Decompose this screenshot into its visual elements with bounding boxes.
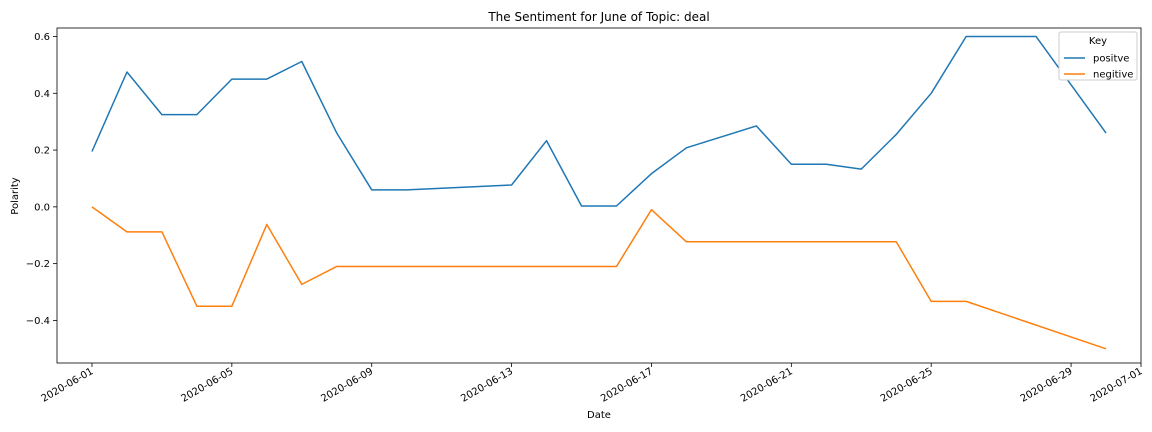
x-tick-label: 2020-06-21: [739, 366, 795, 405]
legend-title: Key: [1089, 36, 1107, 47]
x-tick-label: 2020-06-05: [180, 366, 236, 405]
x-tick-label: 2020-06-25: [879, 366, 935, 405]
x-tick-label: 2020-06-09: [319, 366, 375, 405]
y-tick-label: 0.4: [34, 89, 50, 100]
y-tick-label: 0.0: [34, 202, 50, 213]
legend-label: positve: [1093, 54, 1129, 65]
series-line-positve: [91, 35, 1107, 207]
y-tick-label: 0.6: [34, 32, 50, 43]
x-tick-group: 2020-06-01 2020-06-05 2020-06-09 2020-06-13…: [40, 363, 1145, 405]
legend: Key positve negitive: [1058, 31, 1138, 81]
plot-frame: [56, 27, 1142, 364]
x-tick-label: 2020-06-29: [1019, 366, 1075, 405]
x-tick-label: 2020-06-13: [459, 366, 515, 405]
legend-box: [1058, 31, 1138, 81]
x-tick-label: 2020-06-17: [599, 366, 655, 405]
y-tick-label: −0.4: [26, 316, 50, 327]
y-axis-label: Polarity: [10, 177, 21, 215]
x-axis-label: Date: [587, 410, 611, 421]
y-tick-group: −0.4 −0.2 0.0 0.2 0.4 0.6: [26, 32, 57, 327]
series-line-negitive: [91, 206, 1107, 350]
x-tick-label: 2020-06-01: [40, 366, 96, 405]
series-group: [91, 35, 1107, 350]
legend-label: negitive: [1093, 70, 1133, 81]
y-tick-label: −0.2: [26, 259, 50, 270]
x-tick-label: 2020-07-01: [1089, 366, 1145, 405]
chart-title: The Sentiment for June of Topic: deal: [487, 10, 709, 24]
y-tick-label: 0.2: [34, 146, 50, 157]
